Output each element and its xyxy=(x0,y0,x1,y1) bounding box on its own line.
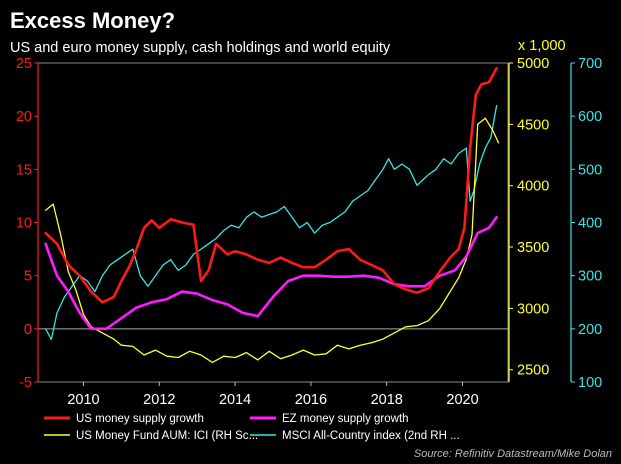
chart-subtitle: US and euro money supply, cash holdings … xyxy=(10,40,391,56)
plot-area xyxy=(37,62,509,383)
left-axis-tick-label: 0 xyxy=(24,322,32,338)
us-money-fund-aum-line xyxy=(44,117,500,364)
msci-acwi-line xyxy=(44,104,498,341)
mid-axis-tick-label: 5000 xyxy=(517,56,549,72)
x-axis-tick-label: 2012 xyxy=(143,392,175,408)
chart-title: Excess Money? xyxy=(10,8,175,33)
legend-ez-money-supply-label: EZ money supply growth xyxy=(282,413,409,425)
left-axis-tick-label: -5 xyxy=(19,375,32,391)
x-axis-tick-label: 2016 xyxy=(295,392,327,408)
legend-us-money-supply-label: US money supply growth xyxy=(76,413,204,425)
mid-axis-tick-label: 3000 xyxy=(517,301,549,317)
right-axis-tick-label: 100 xyxy=(578,375,602,391)
mid-axis-tick-label: 4000 xyxy=(517,179,549,195)
ez-money-supply-line xyxy=(44,215,498,331)
right-axis-tick-label: 300 xyxy=(578,269,602,285)
x-axis-tick-label: 2018 xyxy=(371,392,403,408)
x-axis-tick-label: 2020 xyxy=(446,392,478,408)
right-axis-tick-label: 500 xyxy=(578,162,602,178)
left-axis-tick-label: 15 xyxy=(16,162,32,178)
mid-axis-tick-label: 2500 xyxy=(517,363,549,379)
left-axis-tick-label: 20 xyxy=(16,109,32,125)
left-axis-tick-label: 10 xyxy=(16,216,32,232)
right-axis-tick-label: 200 xyxy=(578,322,602,338)
series-group xyxy=(44,67,500,364)
legend-us-money-fund-aum-label: US Money Fund AUM: ICI (RH Sc... xyxy=(76,430,258,442)
left-axis-tick-label: 25 xyxy=(16,56,32,72)
axes-group: 25 20 15 10 5 0 -5 5000 4500 4000 3500 3000 2500 700 6… xyxy=(16,56,602,408)
x-axis-tick-label: 2010 xyxy=(67,392,99,408)
mid-axis-tick-label: 3500 xyxy=(517,240,549,256)
mid-axis-tick-label: 4500 xyxy=(517,117,549,133)
left-axis-tick-label: 5 xyxy=(24,269,32,285)
plot-border xyxy=(37,62,509,383)
us-money-supply-line xyxy=(44,67,498,304)
mid-axis-unit-label: x 1,000 xyxy=(518,38,566,54)
source-note: Source: Refinitiv Datastream/Mike Dolan xyxy=(414,448,612,460)
right-axis-tick-label: 600 xyxy=(578,109,602,125)
x-axis-tick-label: 2014 xyxy=(219,392,251,408)
right-axis-tick-label: 400 xyxy=(578,216,602,232)
legend-msci-acwi-label: MSCI All-Country index (2nd RH ... xyxy=(282,430,460,442)
right-axis-tick-label: 700 xyxy=(578,56,602,72)
legend: US money supply growth EZ money supply gr… xyxy=(44,413,460,442)
